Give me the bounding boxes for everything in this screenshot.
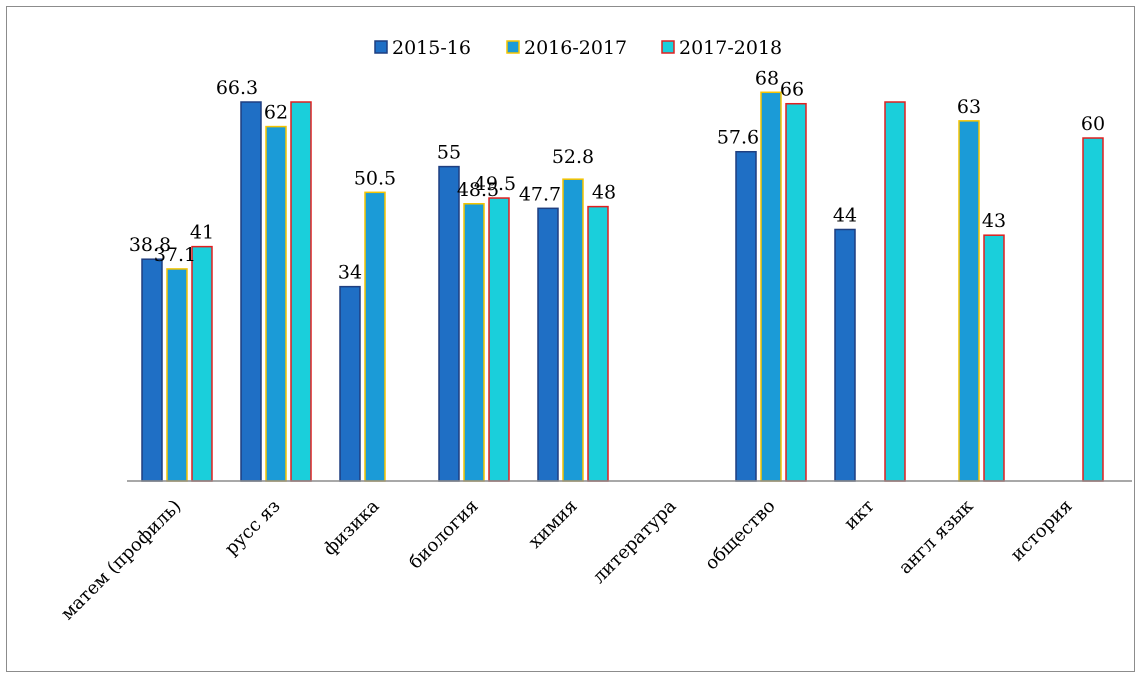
data-label-9-series-2: 63 xyxy=(957,96,981,118)
x-tick-label-10: история xyxy=(1007,496,1077,566)
bar-chart: 2015-16 2016-2017 2017-2018 38.837.141 66.3… xyxy=(57,37,1132,624)
legend-swatch-1 xyxy=(374,40,388,54)
data-label-1-series-2: 37.1 xyxy=(154,244,196,266)
bar-8-series-1 xyxy=(834,228,856,482)
bar-7-series-2 xyxy=(760,91,782,482)
data-label-8-series-1: 44 xyxy=(833,204,857,226)
bar-9-series-3 xyxy=(983,234,1005,482)
bar-1-series-2 xyxy=(166,268,188,482)
data-label-5-series-2: 52.8 xyxy=(552,146,594,168)
bar-4-series-1 xyxy=(438,165,460,482)
bar-2-series-2 xyxy=(265,125,287,482)
data-labels: 38.837.141 66.3 62 34 50.5 55 48.549.5 47.7 52.8… xyxy=(129,67,1105,283)
bar-5-series-3 xyxy=(587,205,609,482)
x-tick-label-7: общество xyxy=(701,496,780,575)
data-label-5-series-3: 48 xyxy=(592,182,616,204)
data-label-10-series-3: 60 xyxy=(1081,113,1105,135)
legend-label-3: 2017-2018 xyxy=(679,37,782,59)
data-label-4-series-2: 48.5 xyxy=(457,179,499,201)
legend: 2015-16 2016-2017 2017-2018 xyxy=(374,37,782,59)
bar-5-series-1 xyxy=(537,207,559,482)
bar-2-series-1 xyxy=(240,101,262,482)
data-label-2-series-2: 62 xyxy=(264,102,288,124)
data-label-3-series-1: 34 xyxy=(338,262,362,284)
data-label-1-series-3: 41 xyxy=(190,222,214,244)
bar-9-series-2 xyxy=(958,120,980,482)
data-label-5-series-1: 47.7 xyxy=(519,183,561,205)
chart-frame: 2015-16 2016-2017 2017-2018 38.8 37.1 41 66.3… xyxy=(6,6,1135,672)
data-label-7-series-3: 66 xyxy=(780,79,804,101)
bar-3-series-1 xyxy=(339,285,361,482)
legend-label-1: 2015-16 xyxy=(392,37,471,59)
x-tick-labels: матем (профиль) русс яз физика биология хими… xyxy=(57,495,1077,624)
data-label-4-series-3: 49.5 xyxy=(474,173,516,195)
legend-swatch-3 xyxy=(661,40,675,54)
data-label-2-series-1: 66.3 xyxy=(216,77,258,99)
bar-1-series-3 xyxy=(191,245,213,482)
bars xyxy=(141,91,1104,482)
x-tick-label-3: физика xyxy=(319,496,383,560)
x-tick-label-9: англ язык xyxy=(895,495,978,578)
data-label-9-series-3: 43 xyxy=(982,210,1006,232)
x-tick-label-5: химия xyxy=(525,496,582,553)
bar-8-series-3 xyxy=(884,101,906,482)
bar-7-series-3 xyxy=(785,102,807,482)
x-tick-label-8: икт xyxy=(840,496,878,534)
bar-4-series-2 xyxy=(463,203,485,482)
data-label-1-series-1: 38.8 xyxy=(129,234,171,256)
data-label-7-series-2: 68 xyxy=(755,67,779,89)
x-tick-label-1: матем (профиль) xyxy=(57,496,186,625)
x-tick-label-6: литература xyxy=(589,496,681,588)
x-tick-label-2: русс яз xyxy=(221,496,285,560)
data-label-7-series-1: 57.6 xyxy=(717,127,759,149)
bar-4-series-3 xyxy=(488,197,510,482)
bar-2-series-3 xyxy=(290,101,312,482)
bar-3-series-2 xyxy=(364,191,386,482)
x-tick-label-4: биология xyxy=(405,496,483,574)
bar-10-series-3 xyxy=(1082,137,1104,482)
data-label-4-series-1: 55 xyxy=(437,142,461,164)
bar-5-series-2 xyxy=(562,178,584,482)
bar-1-series-1 xyxy=(141,258,163,482)
bar-7-series-1 xyxy=(735,150,757,482)
legend-label-2: 2016-2017 xyxy=(524,37,627,59)
legend-swatch-2 xyxy=(506,40,520,54)
data-label-3-series-2: 50.5 xyxy=(354,167,396,189)
